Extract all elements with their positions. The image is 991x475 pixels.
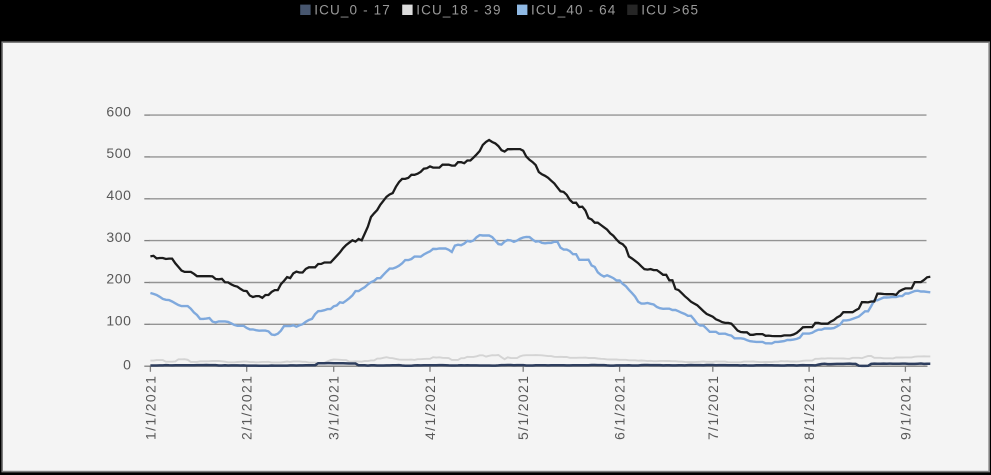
svg-text:ICU >65: ICU >65: [641, 2, 699, 17]
svg-text:2/1/2021: 2/1/2021: [239, 375, 255, 440]
svg-text:500: 500: [106, 145, 131, 161]
svg-text:6/1/2021: 6/1/2021: [612, 375, 628, 440]
svg-text:3/1/2021: 3/1/2021: [326, 375, 342, 440]
svg-text:1/1/2021: 1/1/2021: [142, 375, 158, 440]
svg-text:7/1/2021: 7/1/2021: [705, 375, 721, 440]
svg-text:0: 0: [123, 357, 131, 373]
svg-text:4/1/2021: 4/1/2021: [422, 375, 438, 440]
svg-text:ICU_0 - 17: ICU_0 - 17: [314, 2, 391, 17]
svg-text:9/1/2021: 9/1/2021: [897, 375, 913, 440]
svg-text:200: 200: [106, 271, 131, 287]
svg-text:ICU_18 - 39: ICU_18 - 39: [416, 2, 501, 17]
svg-text:400: 400: [106, 187, 131, 203]
svg-text:ICU_40 - 64: ICU_40 - 64: [531, 2, 616, 17]
svg-text:100: 100: [106, 313, 131, 329]
svg-text:600: 600: [106, 103, 131, 119]
svg-text:300: 300: [106, 229, 131, 245]
svg-text:8/1/2021: 8/1/2021: [801, 375, 817, 440]
svg-text:5/1/2021: 5/1/2021: [515, 375, 531, 440]
